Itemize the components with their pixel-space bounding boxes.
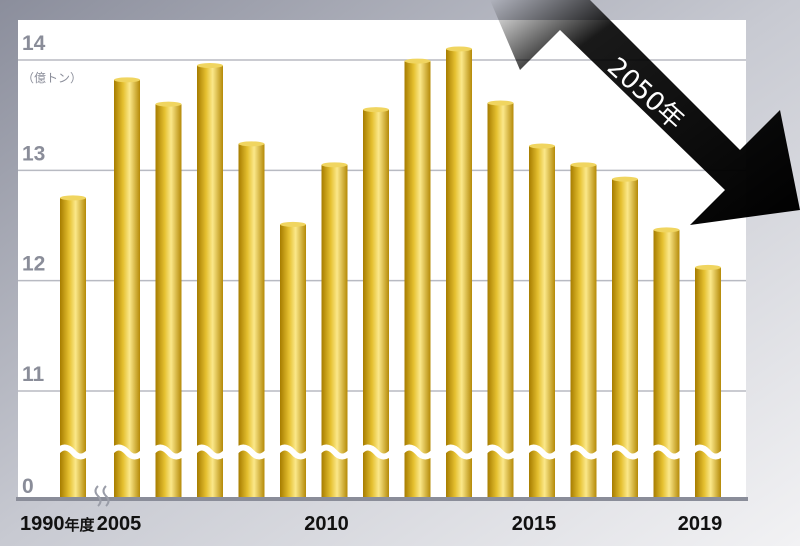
- y-tick-label: 13: [22, 142, 45, 165]
- bar-break-mark: [565, 444, 602, 460]
- bar-2019: [695, 267, 721, 499]
- bar-cap: [570, 162, 597, 168]
- x-tick-year: 1990: [20, 513, 65, 535]
- bar-break-mark: [606, 444, 644, 460]
- bar-break-mark: [648, 444, 685, 460]
- bar-cap: [446, 46, 472, 52]
- bar-break-mark: [689, 444, 727, 460]
- bar-break-mark: [316, 444, 353, 460]
- y-tick-label: 0: [22, 475, 34, 498]
- bar-cap: [529, 143, 555, 149]
- bar-cap: [487, 100, 514, 106]
- x-tick-suffix: 年度: [65, 516, 96, 534]
- bar-2012: [404, 61, 431, 499]
- bar-cap: [363, 107, 389, 113]
- x-tick-year: 2010: [304, 513, 349, 535]
- arrow-icon: [490, 0, 800, 225]
- bar-cap: [321, 162, 348, 168]
- x-tick-year: 2005: [97, 513, 142, 535]
- bar-break-mark: [523, 444, 561, 460]
- bar-2013: [446, 48, 472, 499]
- x-tick-label: 1990年度: [20, 513, 96, 535]
- bar-break-mark: [357, 444, 395, 460]
- y-tick-label: 11: [22, 363, 45, 386]
- bar-2016: [570, 164, 597, 500]
- bar-cap: [280, 221, 306, 227]
- bar-break-mark: [274, 444, 312, 460]
- bar-break-mark: [233, 444, 270, 460]
- x-tick-label: 2015: [512, 513, 557, 535]
- bar-cap: [197, 63, 223, 69]
- axis-break-mark: [94, 485, 110, 507]
- bar-cap: [114, 77, 140, 83]
- bar-cap: [404, 58, 431, 64]
- bar-2014: [487, 103, 514, 499]
- bar-break-mark: [54, 444, 92, 460]
- y-tick-label: 12: [22, 253, 45, 276]
- bar-2005: [114, 79, 140, 500]
- y-tick-label: 14: [22, 32, 46, 55]
- x-tick-label: 2010: [304, 513, 349, 535]
- bar-break-mark: [399, 444, 436, 460]
- bar-2011: [363, 109, 389, 500]
- bar-2010: [321, 164, 348, 500]
- bar-break-mark: [150, 444, 187, 460]
- bar-cap: [653, 227, 680, 233]
- unit-label: （億トン）: [22, 71, 82, 85]
- bar-cap: [60, 195, 86, 201]
- bar-cap: [238, 141, 265, 147]
- bar-break-mark: [191, 444, 229, 460]
- bar-2007: [197, 65, 223, 500]
- x-tick-label: 2019: [678, 513, 723, 535]
- x-tick-label: 2005: [97, 513, 142, 535]
- bar-cap: [612, 176, 638, 182]
- bar-2006: [155, 104, 182, 499]
- bar-break-mark: [440, 444, 478, 460]
- x-tick-year: 2019: [678, 513, 723, 535]
- bar-break-mark: [108, 444, 146, 460]
- bar-2015: [529, 146, 555, 499]
- x-tick-year: 2015: [512, 513, 557, 535]
- bar-cap: [155, 101, 182, 107]
- bar-2008: [238, 143, 265, 499]
- bar-break-mark: [482, 444, 519, 460]
- bar-cap: [695, 264, 721, 270]
